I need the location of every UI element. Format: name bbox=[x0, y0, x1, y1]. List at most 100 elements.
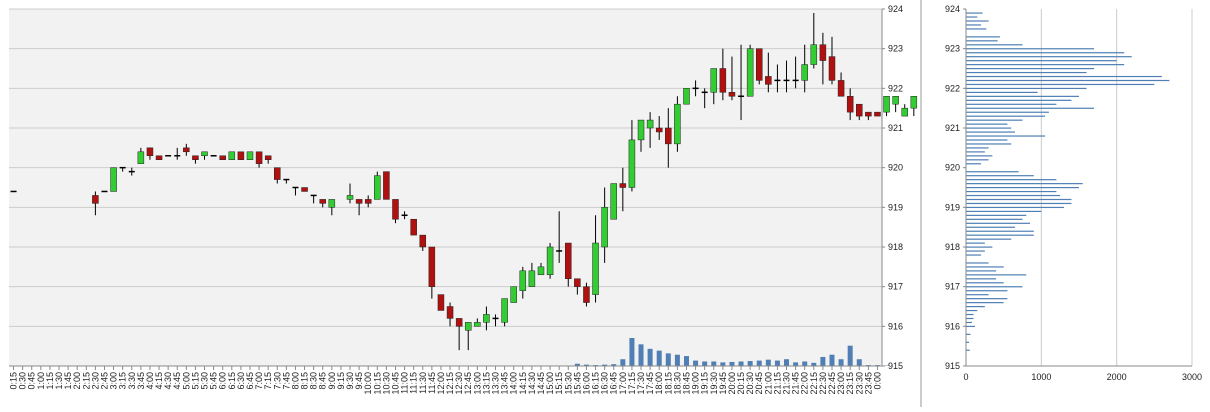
candle-up bbox=[602, 207, 608, 247]
main-y-tick-label: 921 bbox=[888, 123, 903, 133]
candle-up bbox=[529, 271, 535, 287]
candle-down bbox=[865, 112, 871, 116]
candle-down bbox=[656, 128, 662, 132]
candle-up bbox=[502, 299, 508, 323]
profile-bar bbox=[966, 306, 985, 307]
candle-up bbox=[638, 120, 644, 140]
profile-bar bbox=[966, 159, 989, 160]
profile-bar bbox=[966, 191, 1056, 192]
profile-y-tick-label: 919 bbox=[945, 202, 960, 212]
candle-up bbox=[520, 271, 526, 291]
profile-bar bbox=[966, 310, 977, 311]
volume-bar bbox=[620, 359, 625, 366]
profile-x-tick-label: 1000 bbox=[1031, 372, 1051, 382]
main-y-tick-label: 919 bbox=[888, 202, 903, 212]
candle-down bbox=[320, 199, 326, 203]
main-y-tick-label: 915 bbox=[888, 361, 903, 371]
candle-up bbox=[683, 88, 689, 104]
profile-bar bbox=[966, 183, 1083, 184]
profile-bar bbox=[966, 231, 1034, 232]
profile-bar bbox=[966, 20, 989, 21]
profile-bar bbox=[966, 314, 974, 315]
candle-down bbox=[438, 295, 444, 311]
profile-bar bbox=[966, 274, 1026, 275]
candle-down bbox=[392, 199, 398, 219]
candle-up bbox=[465, 322, 471, 330]
profile-x-tick-label: 2000 bbox=[1107, 372, 1127, 382]
volume-bar bbox=[848, 346, 853, 366]
profile-bar bbox=[966, 155, 992, 156]
candle-down bbox=[156, 156, 162, 160]
volume-bar bbox=[657, 351, 662, 366]
volume-bar bbox=[839, 359, 844, 366]
candle-up bbox=[802, 65, 808, 81]
candle-down bbox=[192, 156, 198, 160]
candle-up bbox=[884, 96, 890, 112]
profile-y-tick-label: 922 bbox=[945, 83, 960, 93]
volume-bar bbox=[684, 356, 689, 366]
profile-bar bbox=[966, 124, 1007, 125]
profile-bar bbox=[966, 36, 1000, 37]
candle-down bbox=[265, 156, 271, 160]
candle-down bbox=[456, 318, 462, 326]
volume-bar bbox=[711, 361, 716, 366]
candle-up bbox=[911, 96, 917, 108]
candle-up bbox=[329, 199, 335, 207]
profile-bar bbox=[966, 326, 975, 327]
candle-down bbox=[147, 148, 153, 156]
candle-down bbox=[665, 128, 671, 144]
candle-down bbox=[720, 69, 726, 93]
profile-bar bbox=[966, 68, 1094, 69]
profile-bar bbox=[966, 203, 1071, 204]
profile-bar bbox=[966, 247, 992, 248]
profile-bar bbox=[966, 76, 1162, 77]
candle-down bbox=[365, 199, 371, 203]
volume-bar bbox=[784, 359, 789, 366]
candle-down bbox=[302, 188, 308, 192]
profile-bar bbox=[966, 199, 1071, 200]
profile-bar bbox=[966, 223, 1030, 224]
candle-down bbox=[383, 172, 389, 200]
profile-bar bbox=[966, 151, 985, 152]
volume-bar bbox=[820, 357, 825, 366]
main-y-tick-label: 916 bbox=[888, 321, 903, 331]
candle-down bbox=[429, 247, 435, 287]
main-y-tick-label: 920 bbox=[888, 163, 903, 173]
profile-bar bbox=[966, 24, 981, 25]
profile-y-tick-label: 917 bbox=[945, 282, 960, 292]
profile-bar bbox=[966, 64, 1124, 65]
candle-down bbox=[447, 307, 453, 319]
volume-bar bbox=[675, 355, 680, 366]
volume-bar bbox=[766, 360, 771, 366]
main-y-tick-label: 922 bbox=[888, 83, 903, 93]
candle-down bbox=[729, 92, 735, 96]
candle-up bbox=[483, 314, 489, 322]
profile-bar bbox=[966, 175, 1034, 176]
volume-bar bbox=[720, 362, 725, 366]
profile-bar bbox=[966, 290, 1007, 291]
profile-bar bbox=[966, 227, 1015, 228]
profile-bar bbox=[966, 104, 1056, 105]
profile-bar bbox=[966, 195, 1060, 196]
candle-down bbox=[220, 156, 226, 160]
profile-bar bbox=[966, 250, 985, 251]
candle-up bbox=[247, 152, 253, 160]
candle-up bbox=[747, 49, 753, 97]
main-x-tick-label: 0:00 bbox=[872, 372, 882, 390]
profile-bar bbox=[966, 12, 983, 13]
profile-x-tick-label: 3000 bbox=[1182, 372, 1202, 382]
volume-bar bbox=[802, 361, 807, 366]
profile-bar bbox=[966, 163, 981, 164]
candle-down bbox=[356, 199, 362, 203]
profile-y-tick-label: 924 bbox=[945, 4, 960, 14]
candle-down bbox=[565, 243, 571, 279]
candle-up bbox=[647, 120, 653, 128]
volume-bar bbox=[639, 344, 644, 366]
volume-profile-bars bbox=[966, 12, 1169, 350]
main-y-tick-label: 918 bbox=[888, 242, 903, 252]
candle-down bbox=[820, 45, 826, 61]
candle-up bbox=[902, 108, 908, 116]
